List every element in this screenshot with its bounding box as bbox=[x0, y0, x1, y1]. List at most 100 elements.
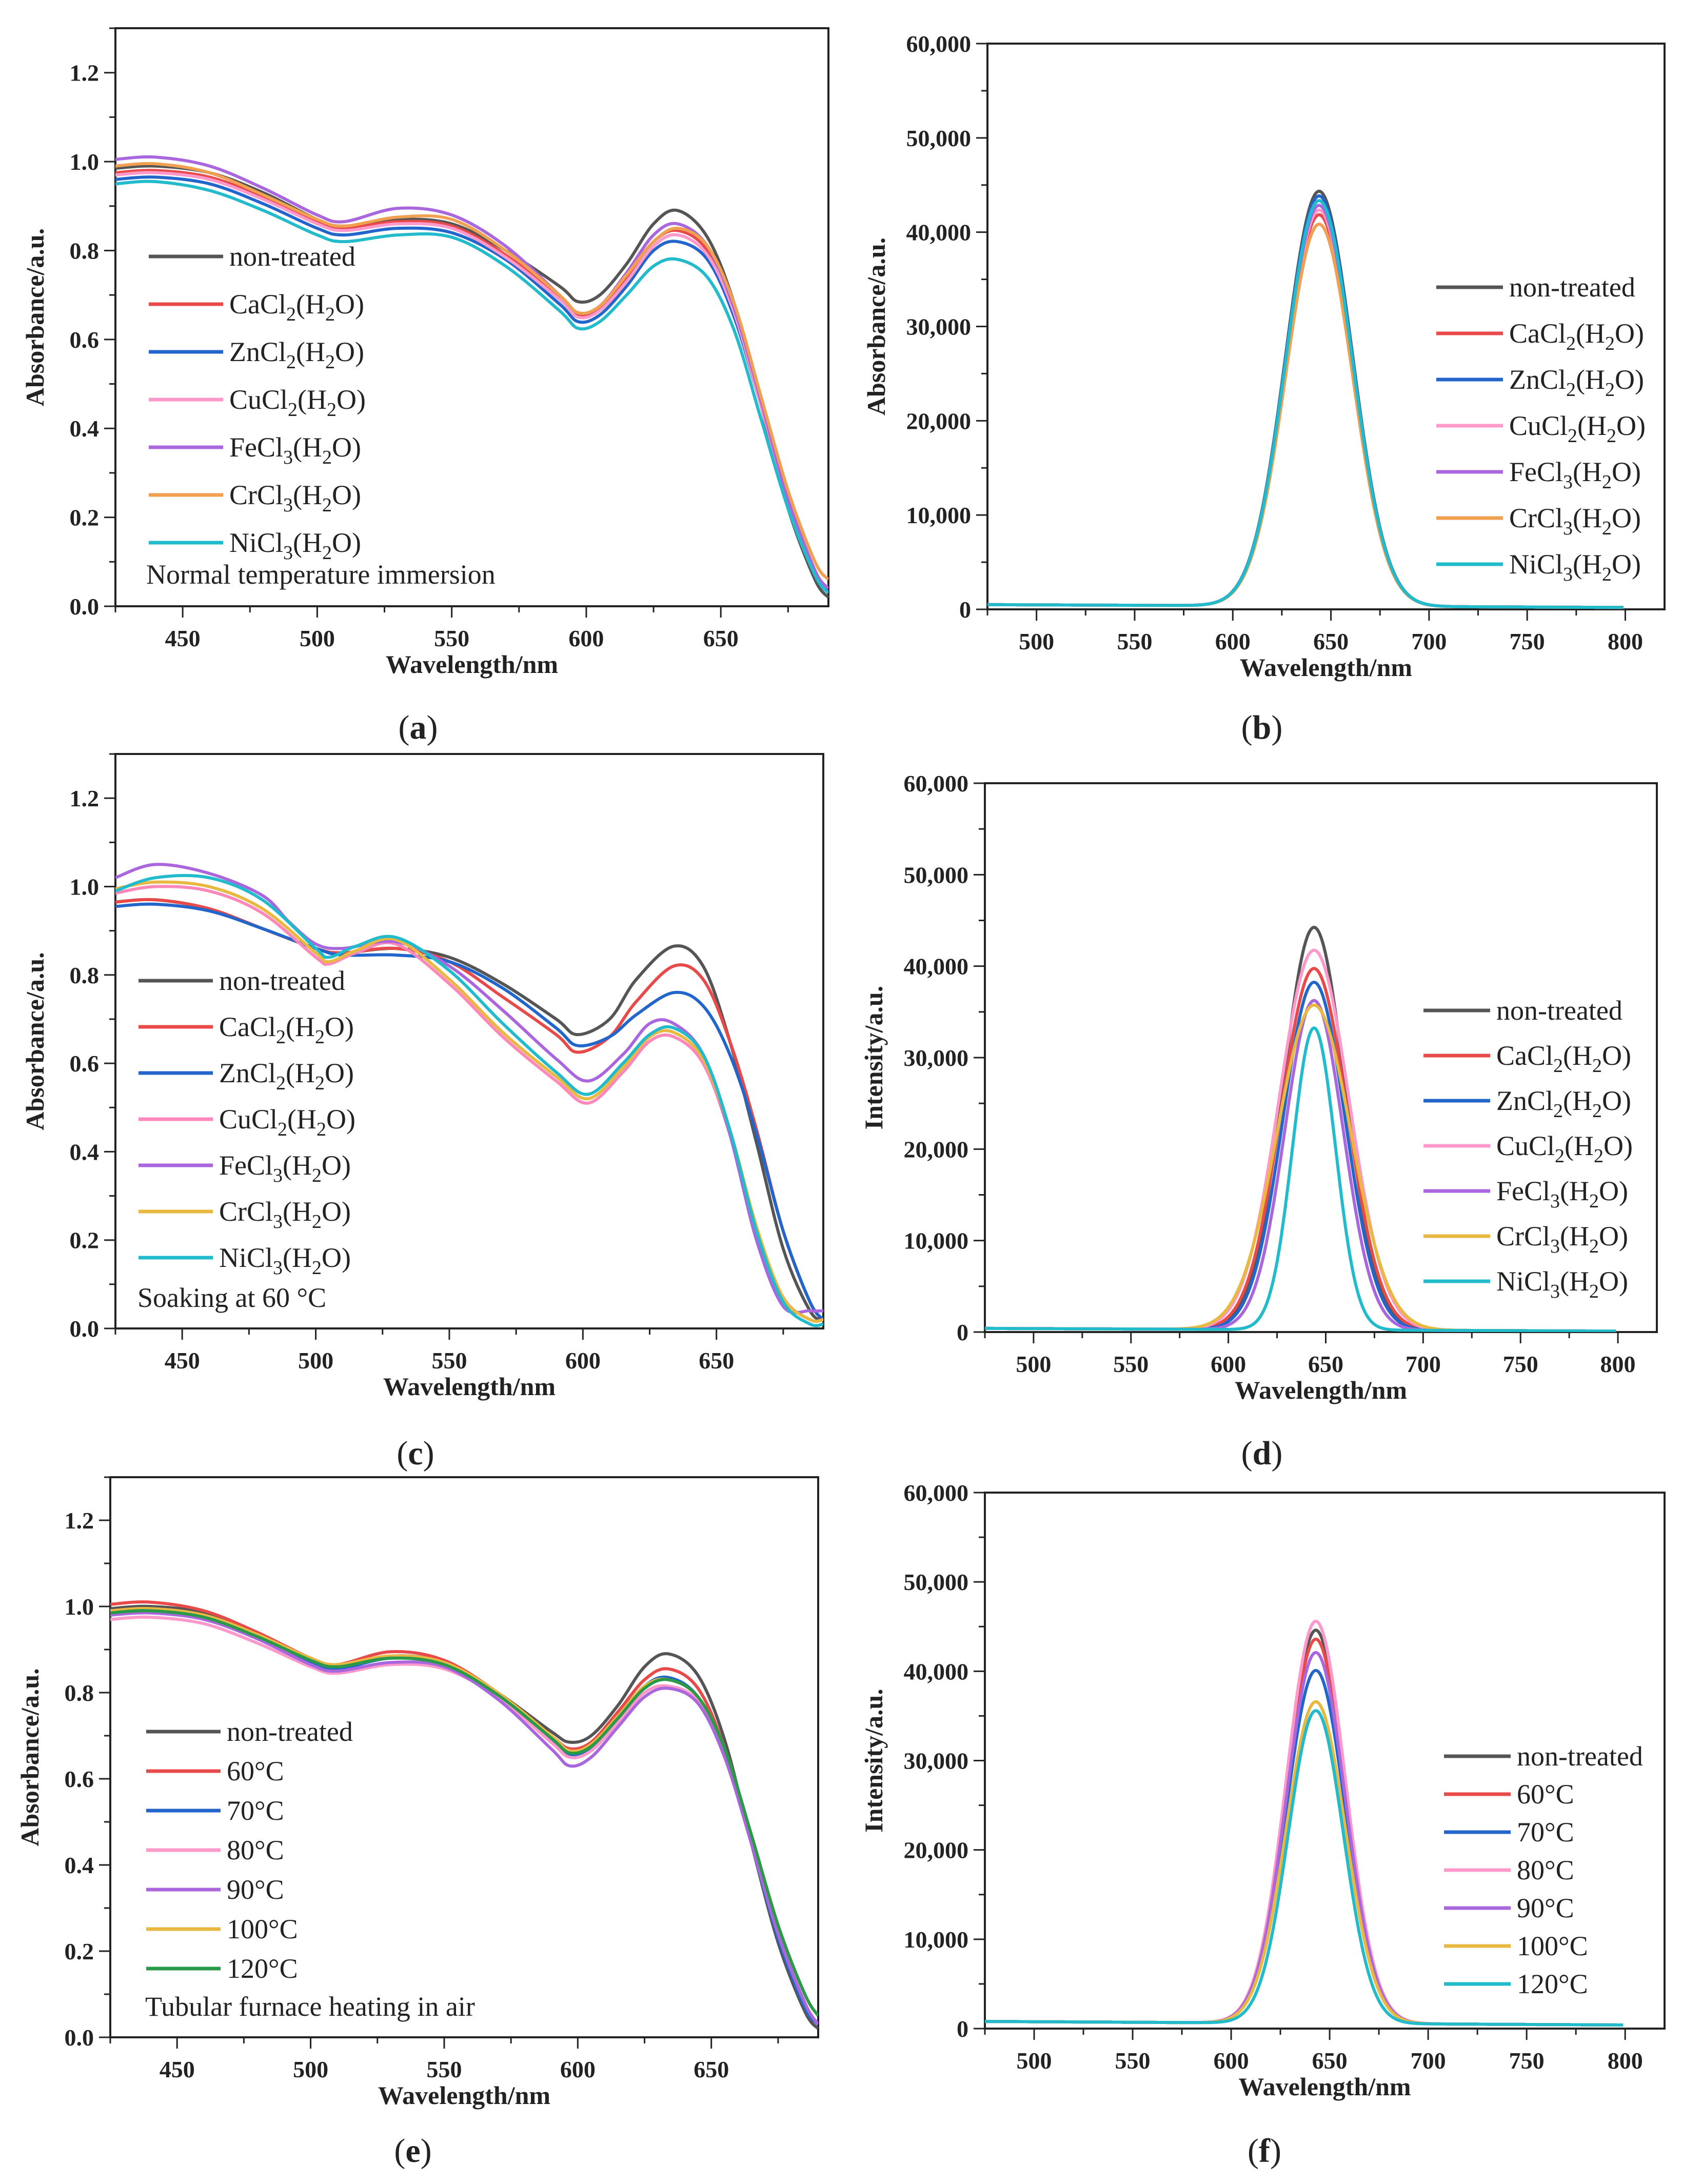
y-tick-label: 50,000 bbox=[904, 1569, 969, 1595]
x-tick-label: 550 bbox=[431, 1347, 467, 1374]
series-line-non-treated bbox=[115, 164, 828, 599]
series-line-fecl3-h2o bbox=[115, 155, 828, 590]
legend-label: ZnCl2(H2O) bbox=[1509, 364, 1644, 401]
x-tick-label: 700 bbox=[1411, 2048, 1446, 2074]
x-tick-label: 550 bbox=[426, 2056, 462, 2082]
legend-label: non-treated bbox=[1496, 995, 1622, 1026]
y-tick-label: 30,000 bbox=[906, 314, 972, 340]
series-line-120-c bbox=[985, 1709, 1624, 2027]
series-group bbox=[115, 155, 828, 599]
y-axis-label: Absorbance/a.u. bbox=[15, 1668, 44, 1846]
x-axis-label: Wavelength/nm bbox=[386, 650, 558, 679]
legend-label: CaCl2(H2O) bbox=[219, 1011, 354, 1048]
y-axis-label: Intensity/a.u. bbox=[859, 1689, 888, 1833]
legend-label: 120°C bbox=[227, 1953, 298, 1984]
y-tick-label: 0.0 bbox=[65, 2024, 94, 2051]
panel-annotation: Normal temperature immersion bbox=[146, 559, 496, 590]
y-tick-label: 0.8 bbox=[65, 1680, 94, 1706]
x-tick-label: 600 bbox=[1211, 1351, 1246, 1377]
chart-panel-f: 500 550 600 650 700 750 800 0 10,000 20,000 30,000… bbox=[859, 1480, 1666, 2170]
legend-label: FeCl3(H2O) bbox=[1496, 1176, 1628, 1212]
y-tick-label: 60,000 bbox=[904, 770, 969, 797]
x-axis-label: Wavelength/nm bbox=[1238, 2072, 1411, 2101]
legend-label: non-treated bbox=[227, 1716, 353, 1747]
plot-frame bbox=[114, 753, 824, 1329]
series-line-120-c bbox=[110, 1609, 818, 2017]
x-tick-label: 550 bbox=[1115, 2048, 1151, 2074]
plot-frame bbox=[114, 27, 829, 607]
x-tick-label: 750 bbox=[1510, 628, 1545, 654]
y-tick-label: 0.6 bbox=[65, 1766, 94, 1792]
y-tick-label: 60,000 bbox=[904, 1480, 969, 1506]
y-tick-label: 0 bbox=[957, 1319, 968, 1345]
x-tick-label: 450 bbox=[165, 625, 201, 651]
y-tick-label: 20,000 bbox=[906, 408, 972, 434]
y-axis-label: Absorbance/a.u. bbox=[21, 952, 49, 1130]
x-tick-label: 800 bbox=[1608, 628, 1643, 654]
y-tick-label: 0 bbox=[957, 2016, 968, 2042]
x-tick-label: 600 bbox=[560, 2056, 596, 2082]
x-tick-label: 600 bbox=[1215, 628, 1251, 654]
y-tick-label: 1.0 bbox=[65, 1594, 94, 1620]
legend-label: 70°C bbox=[1517, 1817, 1574, 1848]
x-axis-label: Wavelength/nm bbox=[1235, 1376, 1407, 1404]
x-tick-label: 500 bbox=[1016, 1351, 1051, 1377]
y-axis-label: Intensity/a.u. bbox=[859, 986, 888, 1130]
legend-label: CuCl2(H2O) bbox=[229, 384, 366, 421]
legend-label: 90°C bbox=[227, 1874, 284, 1905]
series-group bbox=[987, 189, 1624, 609]
y-tick-label: 1.2 bbox=[70, 60, 100, 86]
y-tick-label: 30,000 bbox=[904, 1045, 969, 1071]
y-tick-label: 0.2 bbox=[70, 1227, 100, 1254]
series-line-cacl2-h2o bbox=[115, 169, 828, 590]
y-tick-label: 0.4 bbox=[65, 1852, 94, 1878]
legend: non-treated CaCl2(H2O) ZnCl2(H2O) CuCl2(H2O… bbox=[149, 241, 366, 564]
y-tick-label: 20,000 bbox=[904, 1136, 969, 1162]
series-line-nicl3-h2o bbox=[115, 873, 823, 1327]
legend-label: 60°C bbox=[1517, 1779, 1574, 1810]
legend-label: 60°C bbox=[227, 1756, 284, 1786]
panel-caption: (f) bbox=[1248, 2132, 1281, 2170]
y-tick-label: 50,000 bbox=[904, 862, 969, 888]
legend-label: 70°C bbox=[227, 1795, 284, 1826]
series-line-zncl2-h2o bbox=[115, 175, 828, 594]
x-tick-label: 750 bbox=[1509, 2048, 1545, 2074]
panel-caption: (c) bbox=[397, 1435, 434, 1472]
legend: non-treated CaCl2(H2O) ZnCl2(H2O) CuCl2(H2O… bbox=[1436, 272, 1646, 585]
y-tick-label: 10,000 bbox=[904, 1228, 969, 1254]
legend-label: 80°C bbox=[227, 1835, 284, 1865]
x-tick-label: 700 bbox=[1411, 628, 1447, 654]
legend-label: NiCl3(H2O) bbox=[1509, 549, 1641, 585]
y-axis-label: Absorbance/a.u. bbox=[21, 228, 49, 406]
x-tick-label: 600 bbox=[1214, 2048, 1249, 2074]
x-tick-label: 650 bbox=[1308, 1351, 1343, 1377]
y-tick-label: 0.8 bbox=[70, 237, 100, 264]
series-line-nicl3-h2o bbox=[987, 199, 1624, 609]
legend-label: CaCl2(H2O) bbox=[229, 289, 364, 325]
legend-label: CuCl2(H2O) bbox=[219, 1104, 355, 1140]
legend-label: CrCl3(H2O) bbox=[1496, 1221, 1628, 1257]
y-tick-label: 30,000 bbox=[904, 1748, 969, 1774]
legend-label: ZnCl2(H2O) bbox=[1496, 1085, 1631, 1122]
legend-label: FeCl3(H2O) bbox=[219, 1150, 351, 1186]
legend-label: CrCl3(H2O) bbox=[219, 1196, 351, 1233]
legend-label: 100°C bbox=[1517, 1931, 1588, 1961]
x-tick-label: 550 bbox=[1117, 628, 1152, 654]
x-axis-label: Wavelength/nm bbox=[378, 2081, 550, 2110]
panel-caption: (b) bbox=[1241, 709, 1283, 746]
x-tick-label: 800 bbox=[1600, 1351, 1636, 1377]
x-tick-label: 450 bbox=[160, 2056, 195, 2082]
x-tick-label: 600 bbox=[568, 625, 604, 651]
x-tick-label: 500 bbox=[300, 625, 335, 651]
y-tick-label: 40,000 bbox=[904, 1658, 969, 1684]
series-group bbox=[115, 863, 823, 1327]
panel-annotation: Soaking at 60 °C bbox=[137, 1282, 326, 1313]
x-tick-label: 500 bbox=[1019, 628, 1054, 654]
legend-label: FeCl3(H2O) bbox=[229, 432, 361, 468]
x-tick-label: 700 bbox=[1406, 1351, 1441, 1377]
panel-caption: (d) bbox=[1241, 1435, 1283, 1472]
x-axis-label: Wavelength/nm bbox=[1240, 653, 1412, 682]
legend-label: 90°C bbox=[1517, 1893, 1574, 1923]
x-tick-label: 650 bbox=[699, 1347, 734, 1374]
